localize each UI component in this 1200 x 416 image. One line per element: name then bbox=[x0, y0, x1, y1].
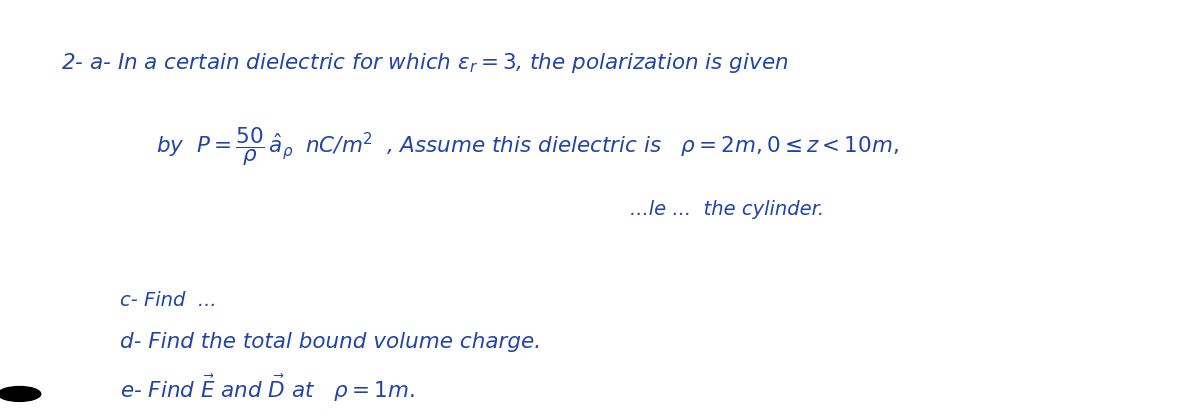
Text: d- Find the total bound volume charge.: d- Find the total bound volume charge. bbox=[120, 332, 541, 352]
Text: by  $P = \dfrac{50}{\rho}\,\hat{a}_\rho\;$ nC/m$^2$  , Assume this dielectric is: by $P = \dfrac{50}{\rho}\,\hat{a}_\rho\;… bbox=[156, 125, 899, 168]
Text: c- Find  ...: c- Find ... bbox=[120, 291, 217, 310]
Text: e- Find $\vec{E}$ and $\vec{D}$ at   $\rho = 1m.$: e- Find $\vec{E}$ and $\vec{D}$ at $\rho… bbox=[120, 373, 415, 404]
Text: ...le ...  the cylinder.: ...le ... the cylinder. bbox=[630, 200, 824, 219]
Text: 2- a- In a certain dielectric for which $\varepsilon_r = 3$, the polarization is: 2- a- In a certain dielectric for which … bbox=[61, 51, 788, 75]
Circle shape bbox=[0, 386, 41, 401]
